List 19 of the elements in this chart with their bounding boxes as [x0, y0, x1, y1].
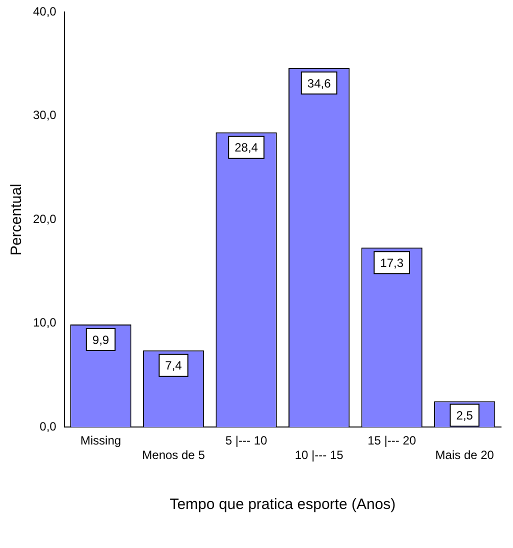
x-tick-label: 15 |--- 20 [368, 434, 416, 448]
x-tick-label: Missing [80, 434, 122, 448]
y-axis-title: Percentual [8, 184, 26, 256]
x-tick-label: 5 |--- 10 [225, 434, 268, 448]
data-label: 9,9 [92, 332, 110, 347]
x-tick-label: 10 |--- 15 [294, 448, 344, 462]
data-label: 17,3 [380, 256, 404, 270]
x-tick-label: Menos de 5 [142, 448, 206, 462]
data-label: 28,4 [234, 140, 258, 155]
y-tick-label: 0,0 [40, 420, 57, 434]
y-tick-label: 40,0 [32, 4, 57, 18]
y-tick-label: 20,0 [32, 212, 57, 226]
data-label: 34,6 [307, 76, 332, 90]
y-tick-label: 30,0 [32, 108, 57, 122]
data-label: 2,5 [456, 408, 474, 423]
data-label: 7,4 [165, 358, 182, 373]
x-axis-title: Tempo que pratica esporte (Anos) [170, 496, 396, 514]
y-tick-label: 10,0 [32, 316, 57, 330]
x-tick-label: Mais de 20 [435, 448, 494, 462]
